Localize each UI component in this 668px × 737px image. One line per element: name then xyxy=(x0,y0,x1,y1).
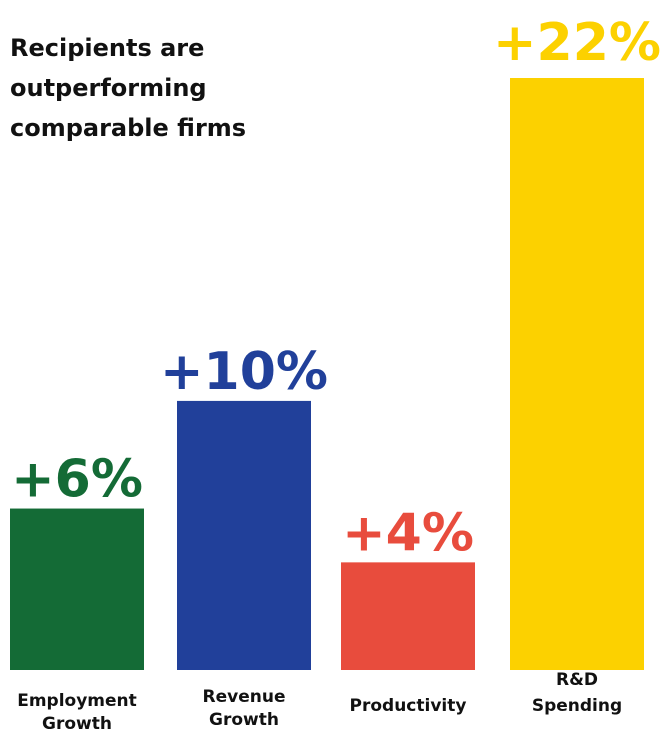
category-label-line: Productivity xyxy=(350,696,467,716)
chart-title-line-1: Recipients are xyxy=(10,34,204,62)
bar-employment-growth xyxy=(10,508,144,670)
category-label-revenue-growth: Revenue Growth xyxy=(203,687,286,730)
category-label-employment-growth: Employment Growth xyxy=(17,691,137,734)
category-labels-group: Employment Growth Revenue Growth Productivit… xyxy=(17,670,622,734)
category-label-randd-spending: R&D Spending xyxy=(532,670,622,716)
value-labels-group: +6% +10% +4% +22% xyxy=(11,13,661,563)
category-label-line: Growth xyxy=(209,710,279,730)
value-label-employment-growth: +6% xyxy=(11,450,143,510)
value-label-productivity: +4% xyxy=(342,503,474,563)
bar-revenue-growth xyxy=(177,400,311,670)
value-label-revenue-growth: +10% xyxy=(160,342,328,402)
category-label-line: Revenue xyxy=(203,687,286,707)
category-label-line: Employment xyxy=(17,691,137,711)
value-label-randd-spending: +22% xyxy=(493,13,661,73)
chart-title-line-2: outperforming xyxy=(10,74,207,102)
category-label-line: Spending xyxy=(532,696,622,716)
chart-title-line-3: comparable firms xyxy=(10,114,246,142)
category-label-productivity: Productivity xyxy=(350,696,467,716)
chart-title: Recipients are outperforming comparable … xyxy=(10,34,246,142)
bars-group xyxy=(10,78,644,670)
bar-randd-spending xyxy=(510,78,644,670)
bar-productivity xyxy=(341,562,475,670)
category-label-line: R&D xyxy=(556,670,598,690)
category-label-line: Growth xyxy=(42,714,112,734)
